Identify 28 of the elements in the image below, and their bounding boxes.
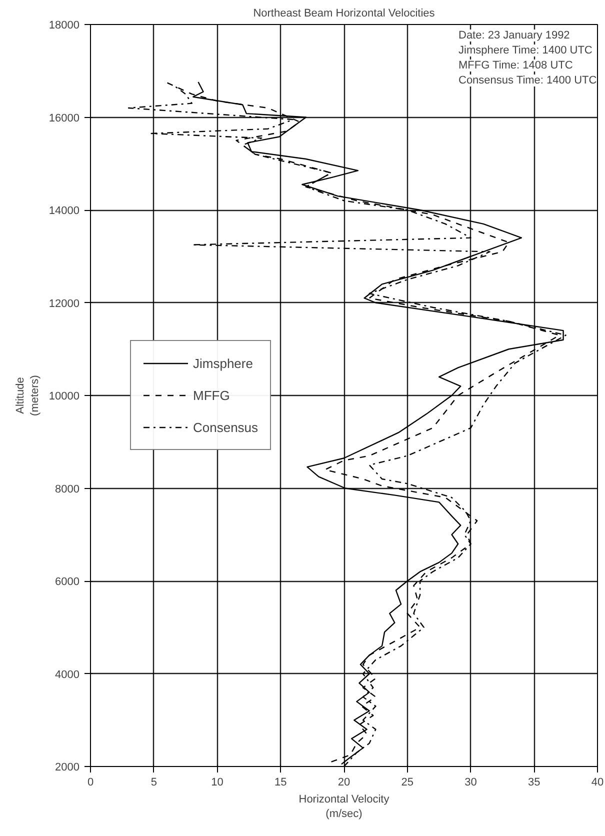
- y-tick-label: 18000: [48, 20, 80, 32]
- chart-title: Northeast Beam Horizontal Velocities: [253, 8, 436, 20]
- y-tick-label: 2000: [55, 762, 80, 774]
- x-tick-label: 40: [591, 776, 604, 788]
- x-tick-label: 15: [274, 776, 287, 788]
- x-tick-label: 25: [401, 776, 414, 788]
- y-tick-label: 16000: [48, 112, 80, 124]
- x-tick-label: 35: [528, 776, 540, 788]
- x-tick-label: 30: [464, 776, 477, 788]
- legend-label: Consensus: [193, 420, 258, 434]
- y-axis-title: Altitude (meters): [14, 375, 41, 416]
- x-tick-label: 10: [211, 776, 224, 788]
- annotation: Jimsphere Time: 1400 UTC: [458, 44, 592, 56]
- y-tick-label: 4000: [55, 668, 80, 681]
- annotation: MFFG Time: 1408 UTC: [458, 60, 573, 72]
- legend-label: MFFG: [193, 388, 230, 402]
- y-tick-label: 8000: [55, 483, 80, 496]
- y-tick-label: 10000: [48, 390, 80, 402]
- x-tick-label: 20: [338, 776, 350, 788]
- x-axis-title: Horizontal Velocity (m/sec): [298, 794, 390, 820]
- legend-label: Jimsphere: [193, 356, 253, 370]
- annotation: Date: 23 January 1992: [458, 30, 570, 42]
- x-tick-label: 0: [87, 776, 94, 788]
- y-tick-label: 12000: [48, 298, 80, 310]
- y-tick-label: 14000: [48, 205, 80, 217]
- annotation: Consensus Time: 1400 UTC: [458, 74, 597, 86]
- x-tick-label: 5: [150, 776, 157, 788]
- y-tick-label: 6000: [55, 576, 80, 588]
